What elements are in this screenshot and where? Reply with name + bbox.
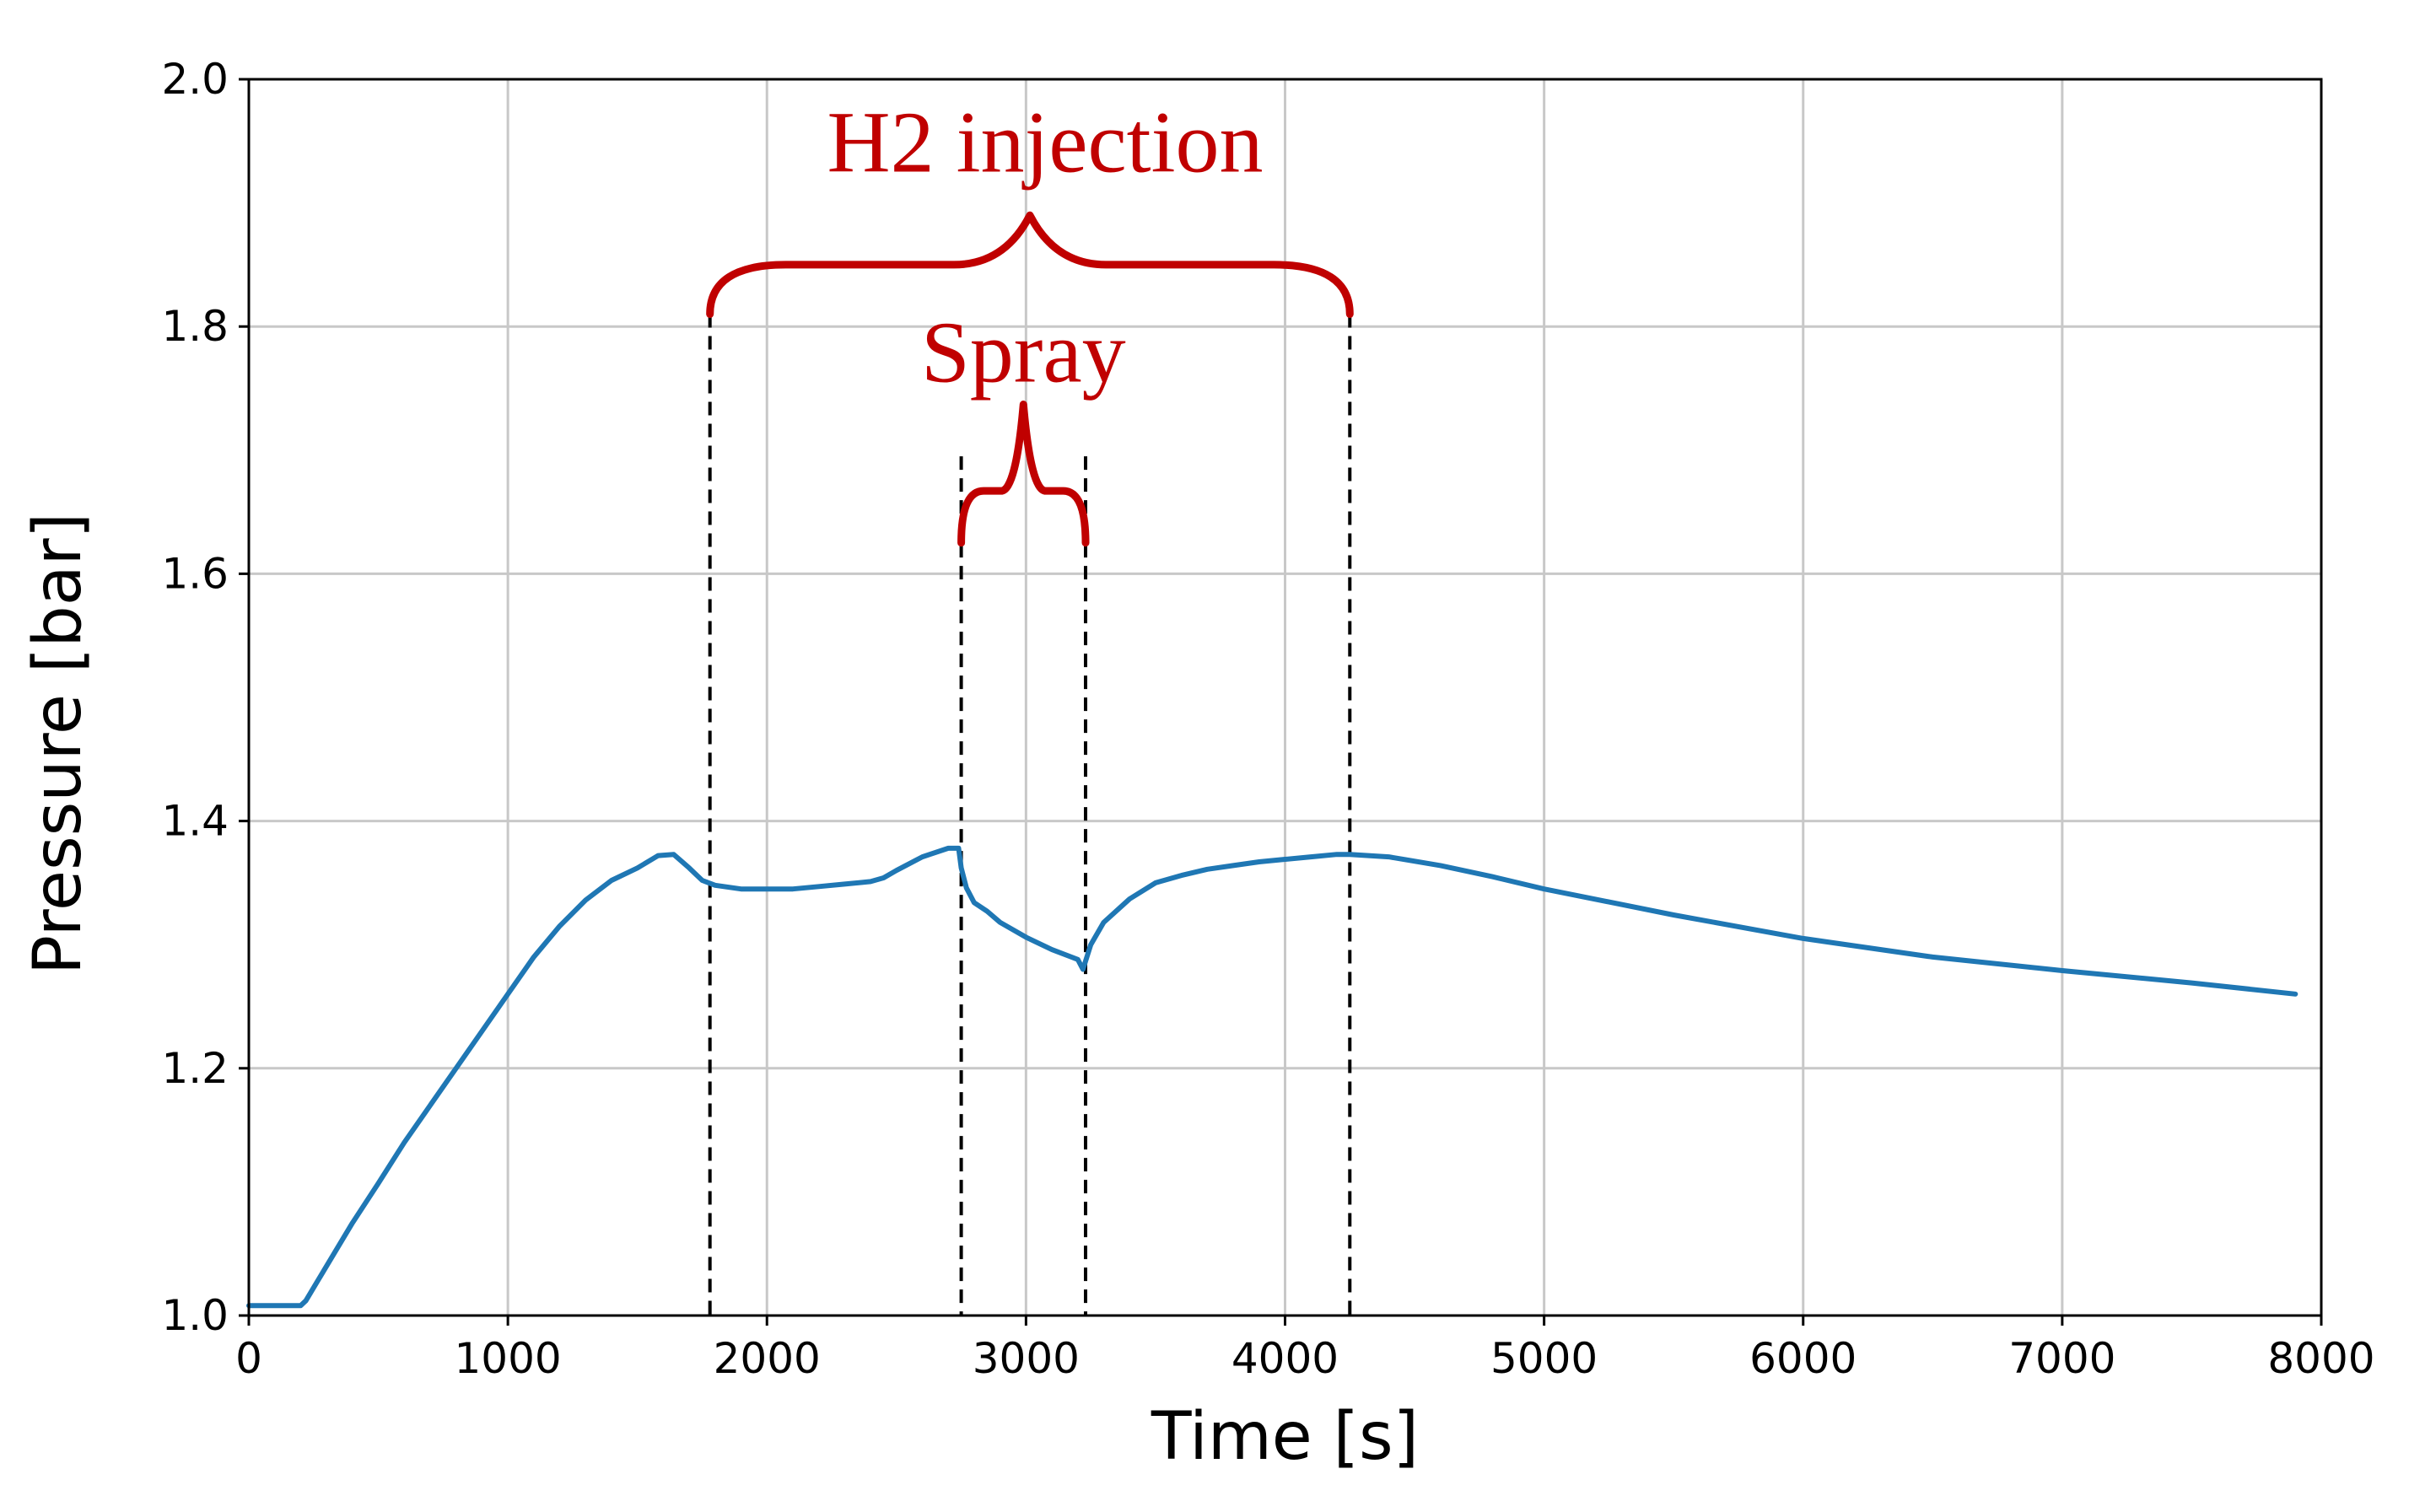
x-tick-label: 4000 bbox=[1231, 1334, 1339, 1383]
tick-labels: 0 1000 2000 3000 4000 5000 6000 7000 8000 1.0 1.2 1… bbox=[161, 55, 2374, 1383]
y-tick-label: 1.0 bbox=[161, 1291, 229, 1340]
y-tick-label: 1.8 bbox=[161, 302, 229, 351]
x-tick-label: 2000 bbox=[714, 1334, 821, 1383]
x-tick-label: 5000 bbox=[1490, 1334, 1598, 1383]
axes-frame bbox=[239, 78, 2323, 1326]
x-tick-label: 3000 bbox=[973, 1334, 1080, 1383]
series-lines bbox=[246, 845, 2299, 1309]
x-tick-label: 7000 bbox=[2008, 1334, 2115, 1383]
event-markers bbox=[708, 314, 1352, 1316]
annotation-label: Spray bbox=[921, 304, 1126, 401]
x-tick-label: 0 bbox=[235, 1334, 262, 1383]
annotations: H2 injection Spray bbox=[706, 94, 1354, 547]
y-tick-label: 1.4 bbox=[161, 797, 229, 846]
y-axis-label: Pressure [bar] bbox=[20, 513, 96, 975]
annotation-brace bbox=[957, 401, 1090, 547]
x-tick-label: 6000 bbox=[1749, 1334, 1857, 1383]
y-tick-label: 1.2 bbox=[161, 1044, 229, 1093]
annotation-label: H2 injection bbox=[827, 94, 1263, 191]
x-axis-label: Time [s] bbox=[1151, 1399, 1419, 1475]
x-tick-label: 1000 bbox=[455, 1334, 562, 1383]
annotation-brace bbox=[706, 211, 1354, 319]
y-tick-label: 2.0 bbox=[161, 55, 229, 104]
y-tick-label: 1.6 bbox=[161, 549, 229, 598]
pressure-series-line bbox=[246, 845, 2299, 1309]
x-tick-label: 8000 bbox=[2267, 1334, 2374, 1383]
